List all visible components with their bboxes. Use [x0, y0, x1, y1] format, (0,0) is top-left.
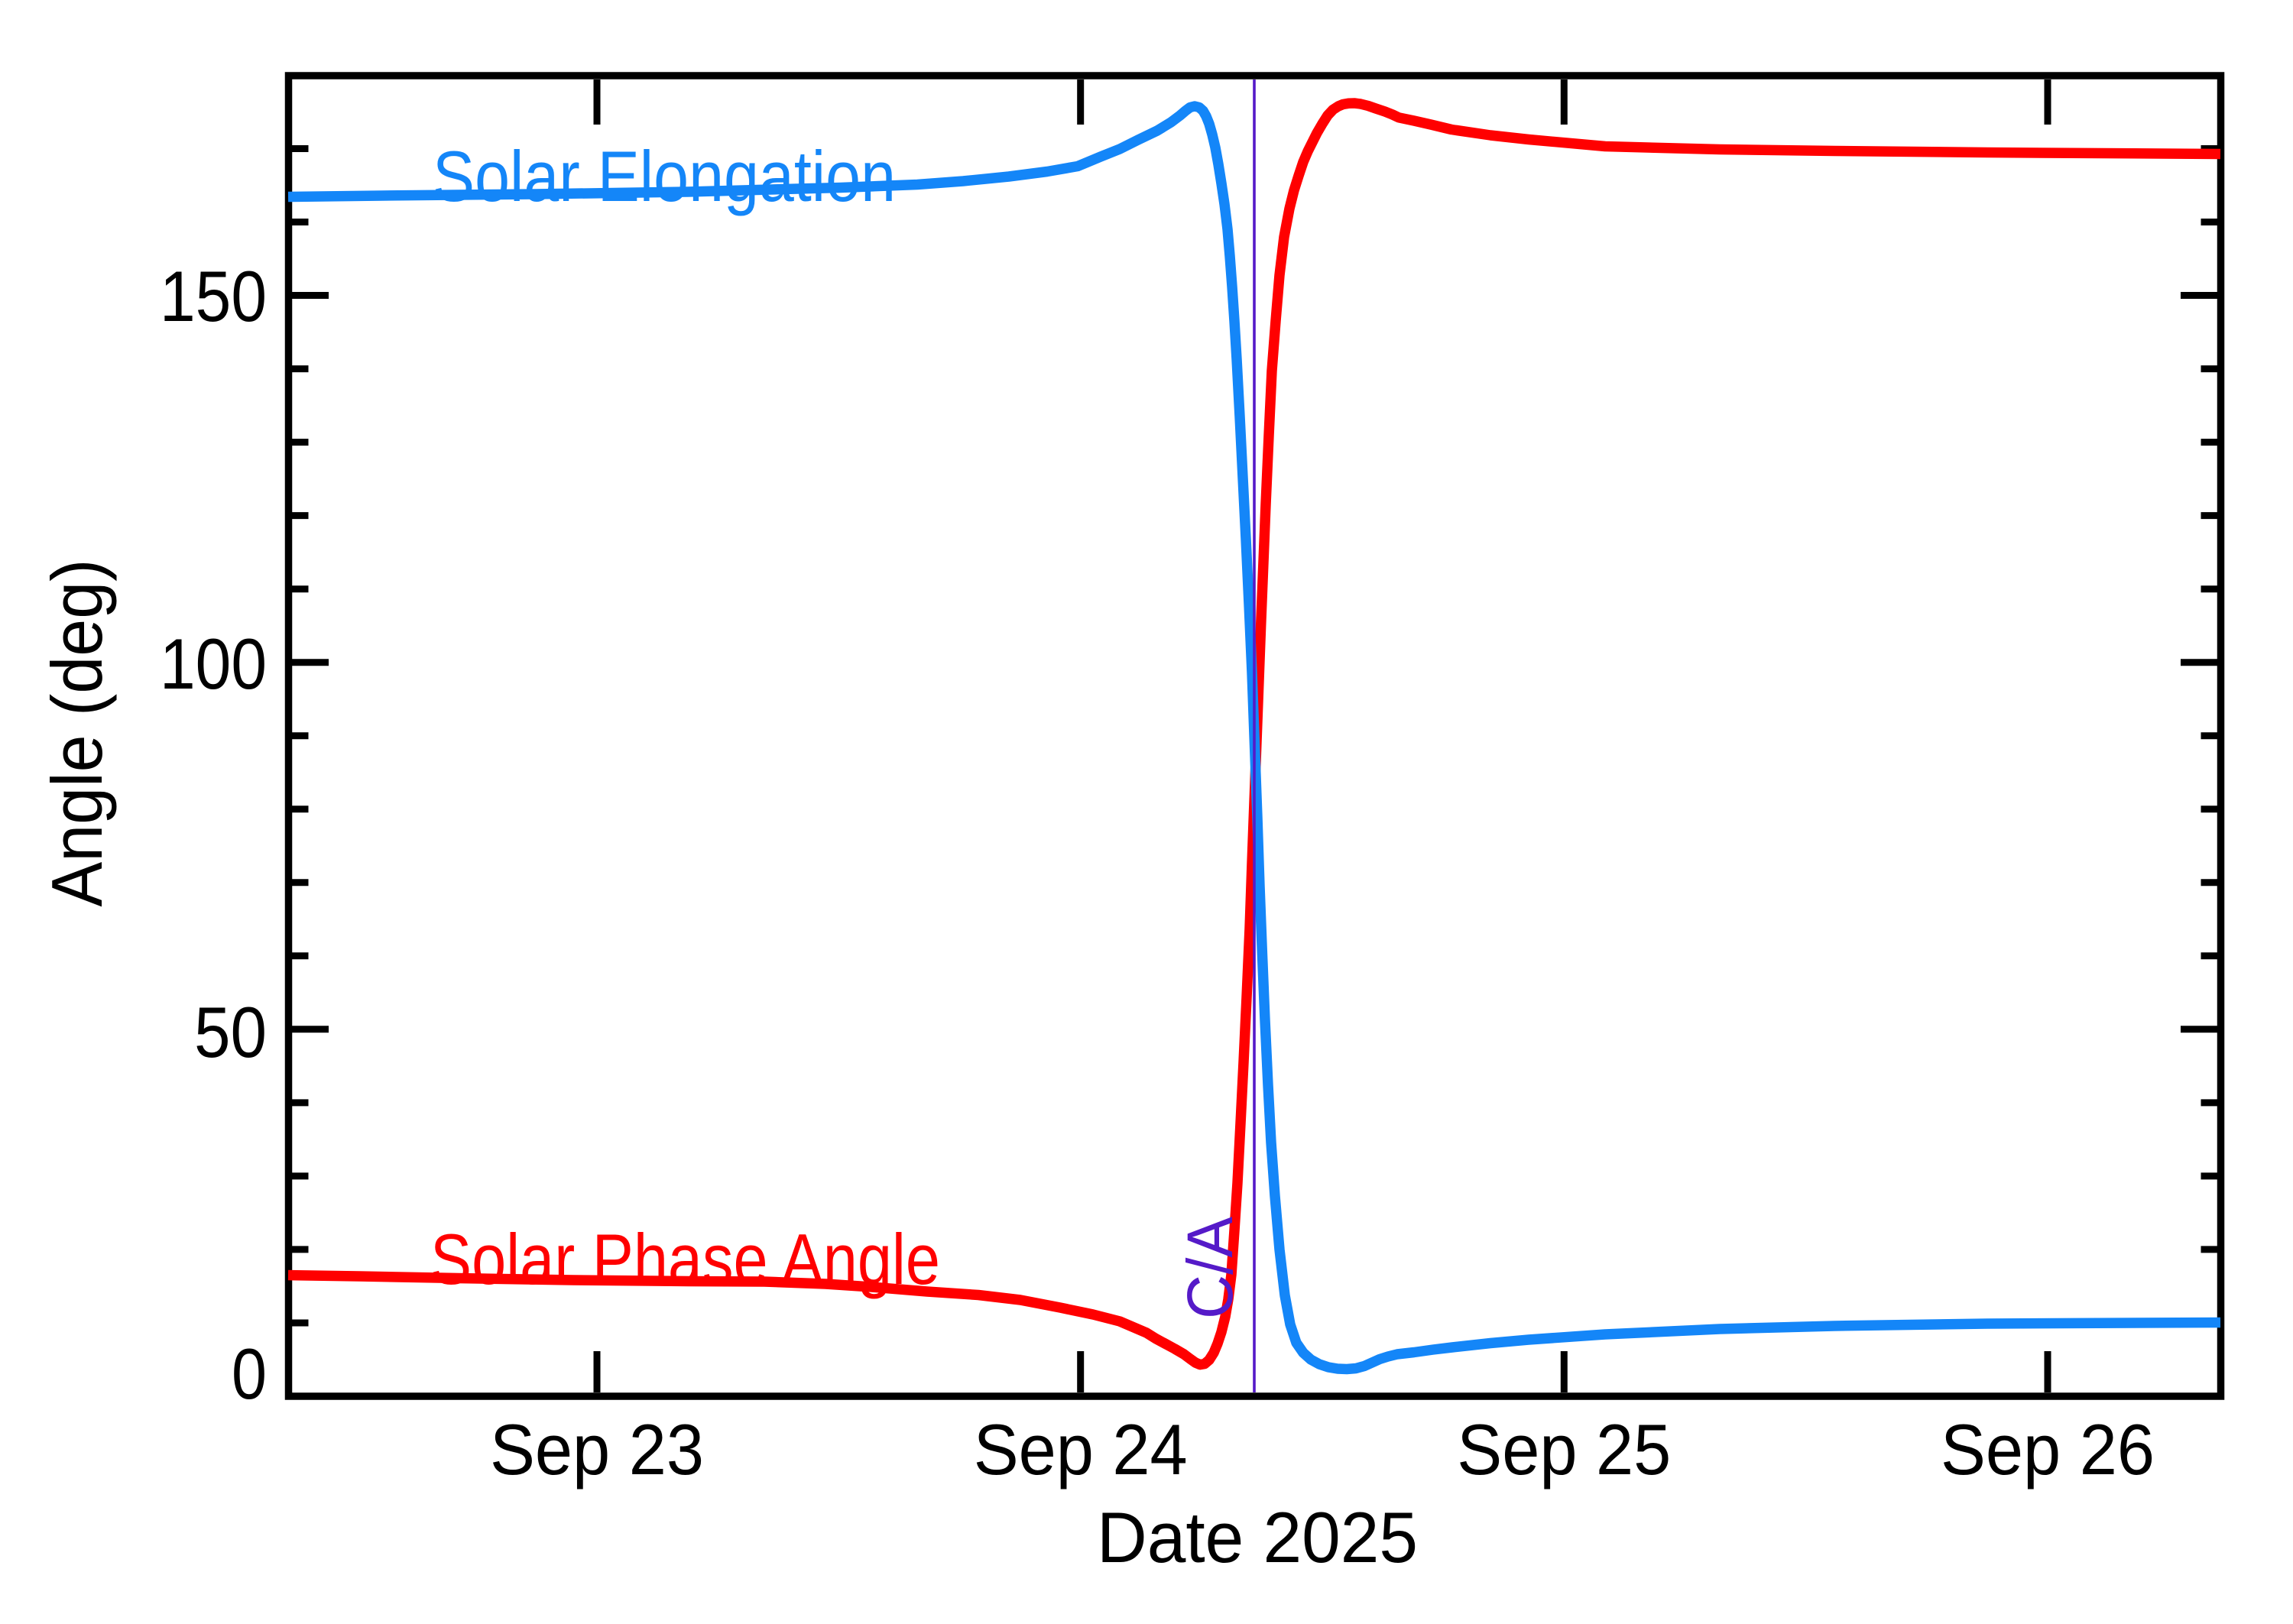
svg-text:C/A: C/A: [1174, 1217, 1246, 1319]
svg-text:Sep 23: Sep 23: [490, 1409, 704, 1489]
svg-text:Sep 26: Sep 26: [1941, 1409, 2155, 1489]
svg-text:150: 150: [160, 256, 267, 336]
svg-text:Solar Phase Angle: Solar Phase Angle: [430, 1219, 940, 1299]
svg-text:Sep 24: Sep 24: [974, 1409, 1188, 1489]
svg-text:Angle (deg): Angle (deg): [37, 559, 117, 907]
svg-text:Solar Elongation: Solar Elongation: [433, 136, 896, 216]
svg-text:100: 100: [160, 624, 267, 704]
svg-text:Date 2025: Date 2025: [1097, 1497, 1418, 1577]
svg-text:50: 50: [194, 992, 267, 1072]
svg-text:Sep 25: Sep 25: [1457, 1409, 1671, 1489]
svg-text:0: 0: [232, 1334, 267, 1414]
